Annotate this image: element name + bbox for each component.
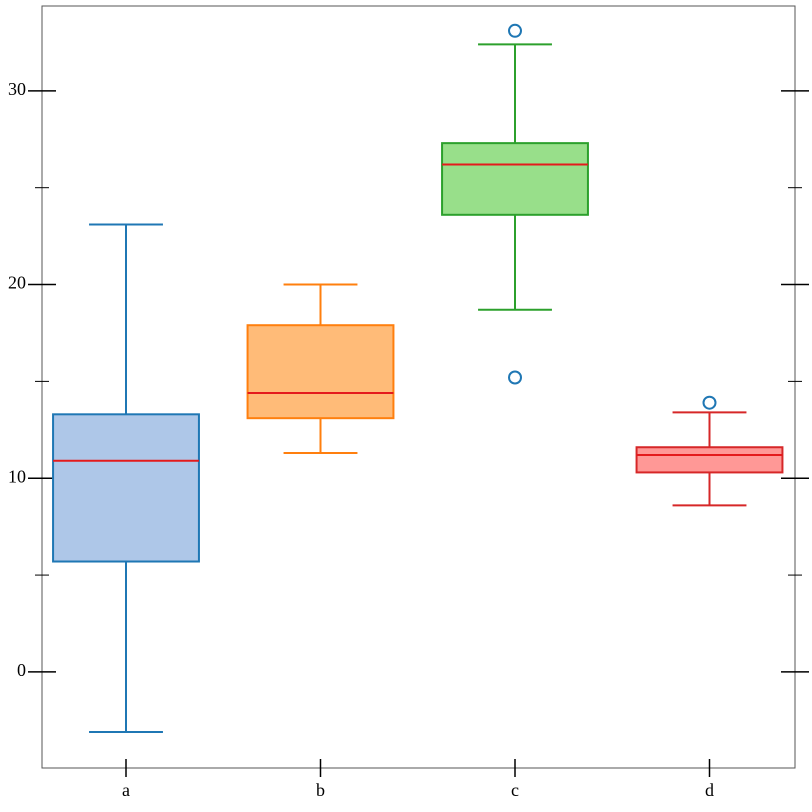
y-tick-label: 30 bbox=[8, 79, 26, 99]
box bbox=[52, 413, 200, 563]
outlier bbox=[508, 370, 522, 385]
box bbox=[441, 142, 589, 216]
outlier bbox=[508, 23, 522, 38]
box bbox=[246, 324, 395, 420]
y-tick-label: 0 bbox=[17, 660, 26, 680]
plot-frame bbox=[41, 5, 796, 769]
outlier bbox=[702, 395, 717, 410]
x-tick-label: a bbox=[122, 780, 130, 800]
box bbox=[635, 446, 784, 474]
y-tick-label: 10 bbox=[8, 466, 26, 486]
x-tick-label: c bbox=[511, 780, 519, 800]
y-tick-label: 20 bbox=[8, 273, 26, 293]
x-tick-label: b bbox=[316, 780, 325, 800]
x-tick-label: d bbox=[705, 780, 714, 800]
